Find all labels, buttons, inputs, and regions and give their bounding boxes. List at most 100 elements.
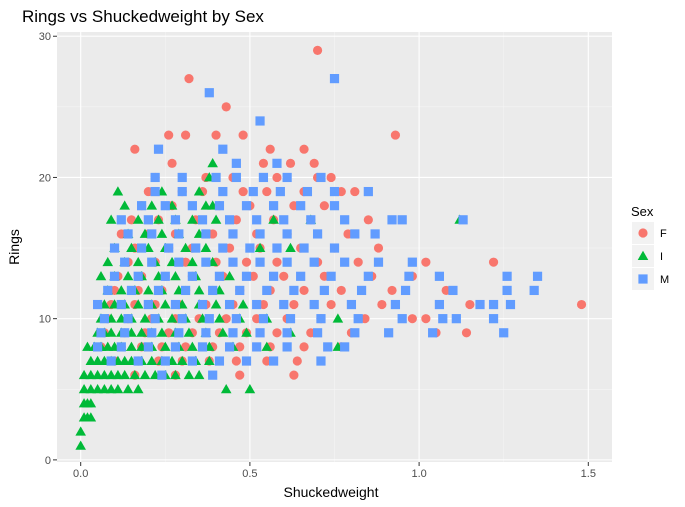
data-point-m (197, 299, 208, 310)
data-point-f (164, 328, 174, 338)
data-point-m (160, 356, 170, 366)
data-point-f (363, 215, 373, 225)
data-point-f (272, 257, 282, 267)
data-point-f (387, 285, 397, 296)
data-point-f (180, 130, 191, 140)
data-point-m (133, 271, 143, 281)
data-point-f (576, 299, 587, 310)
data-point-m (505, 299, 516, 310)
data-point-f (292, 356, 302, 366)
data-point-f (211, 130, 221, 140)
data-point-m (214, 271, 225, 281)
legend-title: Sex (631, 204, 654, 219)
data-point-m (387, 215, 397, 225)
data-point-f (421, 314, 431, 324)
data-point-m (109, 271, 120, 281)
data-point-m (502, 285, 512, 296)
data-point-m (201, 229, 211, 239)
data-point-m (340, 257, 350, 267)
data-point-m (329, 74, 340, 84)
data-point-i (200, 242, 212, 253)
data-point-m (153, 144, 164, 154)
data-point-m (316, 314, 326, 324)
data-point-m (160, 271, 170, 281)
data-point-i (105, 214, 117, 224)
y-tick-label: 10 (39, 314, 51, 326)
data-point-m (319, 285, 329, 296)
data-point-f (336, 285, 346, 296)
data-point-m (323, 342, 333, 352)
data-point-m (255, 328, 265, 338)
data-point-m (150, 172, 160, 183)
data-point-i (75, 440, 86, 450)
data-point-m (252, 299, 262, 310)
data-point-m (218, 186, 228, 197)
data-point-i (129, 369, 141, 380)
data-point-i (112, 186, 124, 196)
data-point-i (193, 369, 205, 380)
x-tick-label: 0.5 (242, 468, 257, 480)
data-point-f (221, 314, 231, 324)
data-point-i (332, 313, 344, 323)
data-point-m (116, 342, 126, 352)
data-point-m (150, 314, 160, 324)
data-point-m (363, 186, 373, 197)
data-point-m (329, 243, 340, 253)
data-point-i (180, 242, 191, 253)
data-point-i (126, 242, 137, 253)
data-point-m (434, 271, 445, 281)
data-point-i (85, 369, 97, 380)
data-point-f (238, 130, 248, 140)
y-tick-label: 0 (45, 455, 51, 467)
data-point-i (85, 398, 97, 408)
data-point-m (170, 342, 181, 352)
data-point-m (350, 328, 360, 338)
data-point-f (279, 271, 289, 281)
data-point-i (102, 256, 114, 267)
data-point-m (529, 285, 539, 296)
data-point-i (139, 369, 151, 380)
series-m (93, 74, 543, 380)
data-point-f (373, 243, 384, 253)
data-point-i (176, 355, 188, 365)
data-point-m (191, 243, 201, 253)
data-point-m (231, 158, 241, 168)
data-point-m (170, 299, 181, 310)
data-point-m (228, 257, 238, 267)
data-point-m (224, 299, 235, 310)
data-point-m (133, 356, 143, 366)
data-point-m (231, 314, 241, 324)
data-point-m (340, 342, 350, 352)
data-point-i (166, 313, 178, 323)
data-point-i (220, 383, 232, 394)
data-point-m (204, 88, 214, 98)
data-point-m (326, 271, 336, 281)
data-point-m (180, 285, 191, 296)
legend: Sex FIM (631, 204, 669, 290)
data-point-f (299, 342, 309, 352)
data-point-m (211, 172, 221, 183)
data-point-f (180, 342, 191, 352)
x-tick-label: 1.5 (581, 468, 596, 480)
data-point-m (96, 328, 106, 338)
data-point-m (279, 299, 289, 310)
data-point-m (312, 229, 323, 239)
data-point-m (120, 328, 130, 338)
data-point-m (106, 356, 116, 366)
data-point-m (218, 243, 228, 253)
axis-ticks: 0.0 0.5 1.0 1.5 0 10 20 30 (39, 31, 596, 480)
data-point-m (438, 314, 448, 324)
data-point-m (231, 172, 241, 183)
data-point-i (132, 383, 144, 394)
data-point-f (319, 201, 329, 211)
x-tick-label: 0.0 (73, 468, 88, 480)
data-point-m (346, 299, 357, 310)
data-point-m (147, 257, 157, 267)
data-point-i (105, 369, 117, 380)
data-point-i (146, 355, 158, 365)
data-point-m (123, 314, 133, 324)
data-point-m (316, 356, 326, 366)
data-point-m (356, 285, 367, 296)
data-point-m (458, 215, 468, 225)
data-point-m (93, 342, 103, 352)
